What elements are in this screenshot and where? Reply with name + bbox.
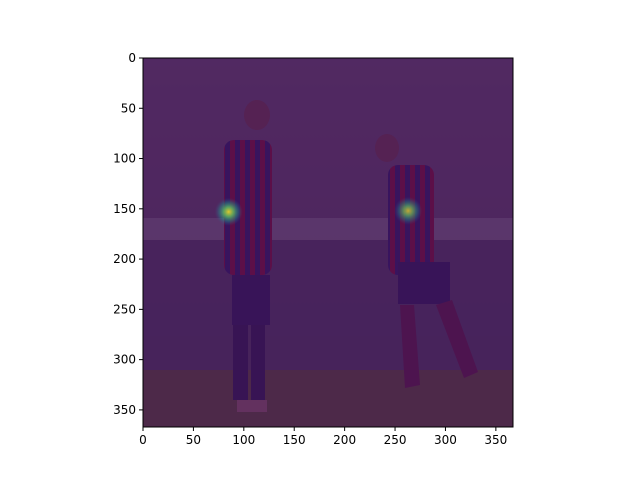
y-tick-label: 100 bbox=[113, 152, 136, 166]
hotspot-layer bbox=[214, 196, 423, 226]
heatmap-hotspot bbox=[394, 196, 423, 225]
y-tick-label: 50 bbox=[121, 101, 136, 115]
x-tick-label: 100 bbox=[232, 433, 255, 447]
axes-frame bbox=[142, 57, 514, 428]
x-tick-label: 200 bbox=[333, 433, 356, 447]
y-tick-label: 350 bbox=[113, 403, 136, 417]
y-tick-label: 300 bbox=[113, 353, 136, 367]
x-tick-label: 350 bbox=[484, 433, 507, 447]
heatmap-overlay bbox=[143, 58, 513, 427]
y-tick-label: 0 bbox=[128, 51, 136, 65]
y-tick-label: 200 bbox=[113, 252, 136, 266]
x-tick-label: 150 bbox=[283, 433, 306, 447]
y-axis: 0 50 100 150 200 250 300 350 bbox=[113, 51, 143, 417]
x-tick-label: 0 bbox=[139, 433, 147, 447]
plot-area bbox=[143, 58, 513, 427]
x-tick-label: 300 bbox=[434, 433, 457, 447]
x-tick-label: 50 bbox=[186, 433, 201, 447]
y-tick-label: 150 bbox=[113, 202, 136, 216]
x-tick-label: 250 bbox=[384, 433, 407, 447]
heatmap-hotspot bbox=[214, 197, 243, 226]
y-tick-label: 250 bbox=[113, 302, 136, 316]
x-axis: 0 50 100 150 200 250 300 350 bbox=[139, 427, 507, 447]
